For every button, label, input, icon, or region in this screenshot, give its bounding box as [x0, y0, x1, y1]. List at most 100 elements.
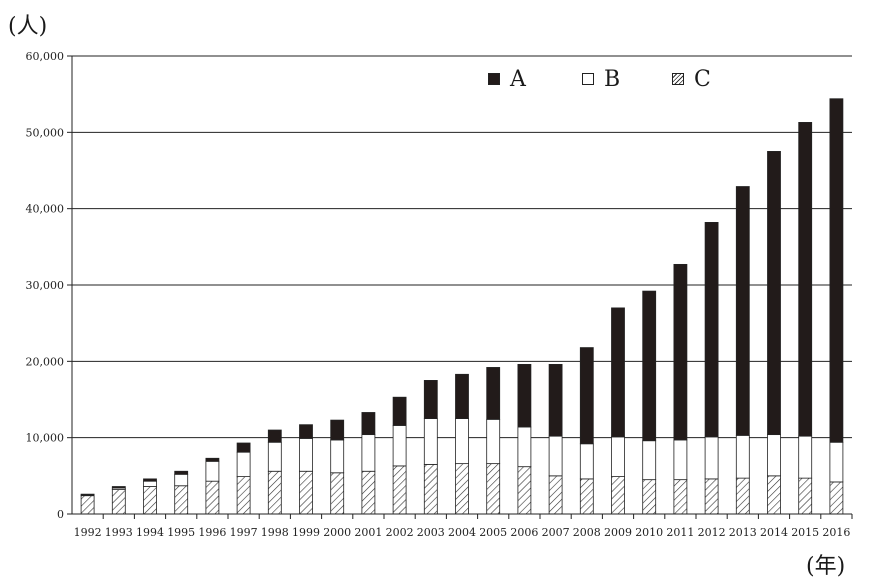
legend-item-b: B — [582, 64, 620, 94]
bar-c — [205, 480, 220, 515]
x-tick-label: 2010 — [635, 526, 663, 539]
bar-c — [829, 481, 844, 515]
y-tick-label: 40,000 — [26, 203, 65, 216]
x-tick-label: 2016 — [822, 526, 850, 539]
bar-b — [673, 439, 688, 481]
legend-swatch-a — [488, 73, 500, 85]
x-axis-title: (年) — [806, 554, 846, 579]
legend-swatch-c — [672, 73, 684, 85]
x-tick-label: 2007 — [542, 526, 570, 539]
bar-c — [299, 470, 313, 515]
bar-a — [579, 347, 594, 445]
bar-a — [486, 367, 501, 420]
bar-a — [423, 380, 438, 419]
x-tick-label: 1995 — [167, 526, 195, 539]
bar-b — [236, 451, 251, 477]
bar-b — [548, 435, 563, 477]
bar-c — [330, 472, 345, 515]
x-tick-label: 2005 — [479, 526, 507, 539]
bar-a — [205, 457, 220, 462]
bar-c — [579, 478, 594, 515]
bar-a — [111, 486, 126, 489]
y-tick-label: 10,000 — [26, 432, 65, 445]
bar-b — [735, 434, 750, 479]
bar-a — [735, 186, 750, 436]
x-tick-label: 2001 — [354, 526, 382, 539]
bar-b — [392, 425, 407, 467]
bar-a — [236, 442, 251, 453]
bar-c — [111, 489, 126, 515]
bar-c — [80, 495, 95, 515]
x-tick-label: 2003 — [417, 526, 445, 539]
y-tick-label: 20,000 — [26, 355, 65, 368]
x-tick-label: 2014 — [760, 526, 788, 539]
bar-c — [704, 478, 719, 515]
legend-label-b: B — [604, 66, 621, 92]
bar-a — [767, 151, 781, 436]
x-tick-label: 2015 — [791, 526, 819, 539]
bar-b — [143, 480, 157, 487]
x-tick-label: 2009 — [604, 526, 632, 539]
bar-c — [236, 476, 251, 515]
bar-c — [455, 463, 469, 515]
bar-a — [548, 363, 563, 437]
x-tick-label: 1992 — [74, 526, 102, 539]
bar-a — [174, 470, 189, 475]
bar-b — [611, 436, 625, 477]
bar-b — [767, 434, 781, 477]
bar-a — [642, 290, 657, 442]
bar-c — [548, 475, 563, 515]
bar-a — [455, 373, 469, 419]
bar-b — [455, 418, 469, 465]
bar-a — [299, 424, 313, 439]
bar-c — [392, 465, 407, 515]
x-tick-label: 2011 — [666, 526, 694, 539]
bar-c — [673, 479, 688, 515]
bar-b — [642, 440, 657, 481]
x-tick-label: 1999 — [292, 526, 320, 539]
bar-b — [205, 460, 220, 482]
bar-a — [330, 419, 345, 441]
bar-a — [517, 363, 532, 428]
bar-a — [143, 478, 157, 482]
x-tick-label: 2012 — [698, 526, 726, 539]
bar-b — [829, 441, 844, 483]
bar-c — [767, 475, 781, 515]
y-tick-label: 50,000 — [26, 126, 65, 139]
y-axis-title: (人) — [8, 14, 48, 39]
legend-swatch-b — [582, 73, 594, 85]
bar-c — [735, 477, 750, 515]
bar-a — [267, 429, 282, 443]
bar-b — [361, 434, 376, 472]
x-tick-label: 2000 — [323, 526, 351, 539]
bar-c — [486, 463, 501, 515]
legend-label-a: A — [510, 66, 526, 92]
bar-b — [517, 426, 532, 468]
bar-b — [486, 418, 501, 465]
y-tick-label: 0 — [57, 508, 64, 521]
bar-b — [704, 436, 719, 480]
bar-c — [423, 463, 438, 515]
bar-a — [829, 98, 844, 443]
x-tick-label: 1998 — [261, 526, 289, 539]
bar-b — [174, 473, 189, 487]
bar-b — [267, 441, 282, 472]
bar-c — [174, 485, 189, 515]
bar-b — [423, 418, 438, 465]
bar-a — [611, 307, 625, 438]
x-tick-label: 2013 — [729, 526, 757, 539]
bar-c — [143, 486, 157, 515]
legend-item-c: C — [672, 64, 711, 94]
y-tick-label: 30,000 — [26, 279, 65, 292]
legend-label-c: C — [694, 66, 711, 92]
bar-c — [267, 470, 282, 515]
x-tick-label: 2006 — [510, 526, 538, 539]
bar-a — [392, 396, 407, 426]
bar-a — [361, 412, 376, 436]
bar-a — [673, 263, 688, 441]
bar-b — [299, 438, 313, 472]
bar-c — [611, 476, 625, 515]
x-tick-label: 1994 — [136, 526, 164, 539]
x-tick-label: 2008 — [573, 526, 601, 539]
